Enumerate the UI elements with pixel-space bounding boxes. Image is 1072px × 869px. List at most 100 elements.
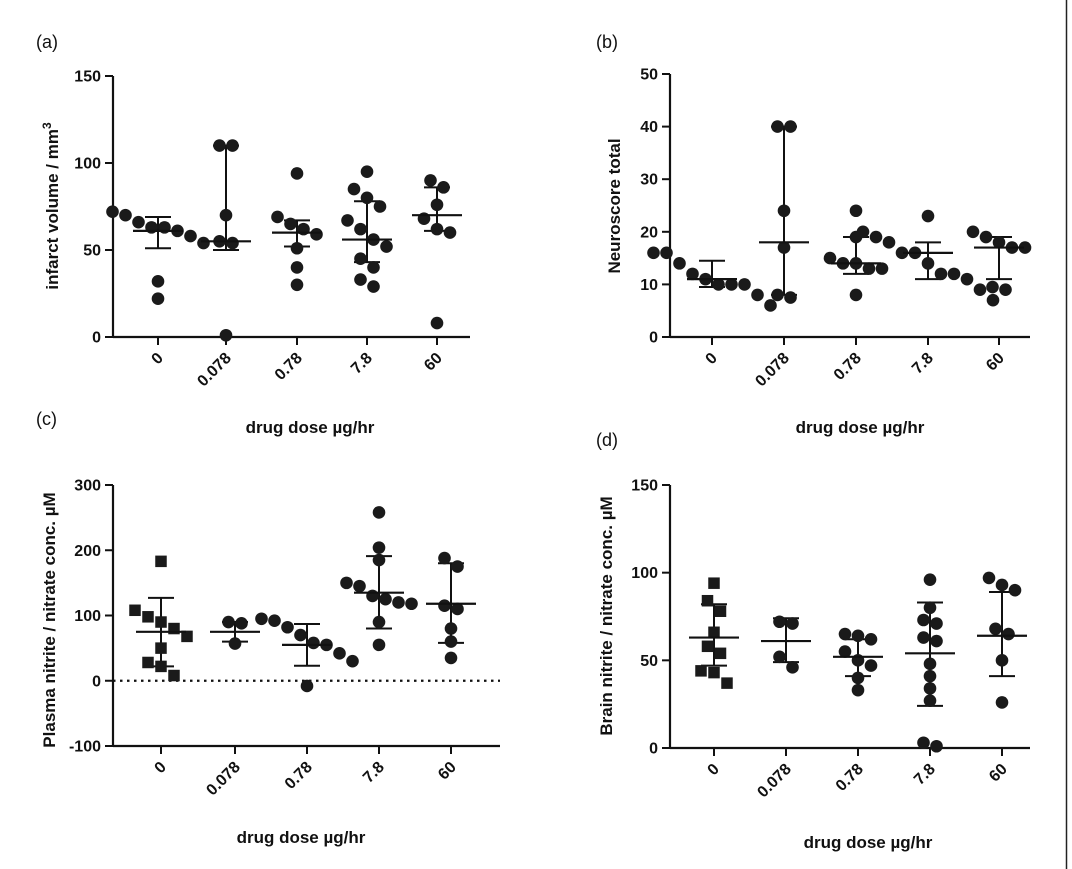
panel-a-point-3-11 xyxy=(367,280,380,293)
panel-b-point-1-4 xyxy=(771,288,784,302)
panel-d-point-3-8 xyxy=(923,682,937,695)
panel-a-point-4-4 xyxy=(430,222,444,236)
panel-b-ylabel: Neuroscore total xyxy=(605,138,624,273)
panel-d-point-3-5 xyxy=(930,634,943,648)
panel-c-ylabel-text: Plasma nitrite / nitrate conc. µM xyxy=(40,492,59,747)
panel-a-point-1-4 xyxy=(226,236,239,250)
panel-b-point-3-4 xyxy=(895,246,909,260)
panel-d-point-0-3 xyxy=(708,626,720,639)
panel-a-point-4-1 xyxy=(437,181,450,194)
panel-c-point-0-3 xyxy=(155,616,167,628)
panel-d-point-3-9 xyxy=(923,694,937,707)
panel-c-point-0-0 xyxy=(155,555,167,568)
panel-d-ylabel: Brain nitrite / nitrate conc. µM xyxy=(597,496,616,735)
panel-c-point-0-6 xyxy=(155,642,167,654)
panel-a-point-1-0 xyxy=(213,139,226,152)
panel-d-point-0-4 xyxy=(701,640,714,653)
panel-c-point-0-4 xyxy=(168,622,180,635)
panel-c-point-0-1 xyxy=(129,604,141,617)
panel-d-point-2-7 xyxy=(851,683,865,697)
panel-d-point-1-2 xyxy=(773,650,786,664)
panel-c-point-2-4 xyxy=(307,636,320,650)
panel-b-point-4-5 xyxy=(999,283,1012,296)
panel-b-point-1-2 xyxy=(777,204,791,218)
panel-a-point-0-6 xyxy=(184,229,197,243)
panel-d-y-tick-label-1: 50 xyxy=(640,653,658,670)
panel-b-point-0-3 xyxy=(686,267,699,281)
panel-c-xlabel: drug dose µg/hr xyxy=(237,828,366,847)
panel-d-ylabel-text: Brain nitrite / nitrate conc. µM xyxy=(597,496,616,735)
panel-c-point-0-8 xyxy=(155,660,167,673)
panel-c-point-1-2 xyxy=(228,637,242,650)
panel-a-point-4-2 xyxy=(430,198,444,212)
panel-a-letter: (a) xyxy=(36,32,58,52)
panel-a-point-0-7 xyxy=(197,236,210,250)
panel-b-point-3-9 xyxy=(960,272,974,286)
panel-c-y-tick-label-4: 300 xyxy=(74,478,101,495)
panel-b-point-2-5 xyxy=(862,262,876,275)
panel-d-point-3-2 xyxy=(917,613,930,627)
panel-c-point-4-3 xyxy=(451,602,464,616)
panel-a-point-4-5 xyxy=(443,226,457,239)
panel-d-point-4-1 xyxy=(995,578,1009,592)
panel-a-point-3-9 xyxy=(367,261,380,274)
panel-c-y-tick-label-2: 100 xyxy=(74,608,101,625)
panel-a-y-tick-label-1: 50 xyxy=(83,243,101,260)
panel-b-point-0-5 xyxy=(712,278,725,291)
panel-b-y-tick-label-3: 30 xyxy=(640,172,658,189)
panel-d-point-1-3 xyxy=(786,661,799,674)
panel-b-point-4-4 xyxy=(1018,241,1032,254)
panel-d-point-3-7 xyxy=(923,669,937,683)
panel-c-point-4-2 xyxy=(438,599,451,613)
panel-d-point-4-6 xyxy=(995,696,1009,709)
panel-c-point-0-9 xyxy=(168,669,180,682)
panel-b-point-2-0 xyxy=(849,204,863,218)
panel-d-point-4-2 xyxy=(1008,583,1022,597)
panel-d-letter: (d) xyxy=(596,430,618,450)
panel-a-y-tick-label-3: 150 xyxy=(74,69,101,86)
panel-b-y-tick-label-0: 0 xyxy=(649,330,658,347)
panel-a-point-3-10 xyxy=(354,273,367,286)
panel-c-point-4-6 xyxy=(444,651,458,665)
panel-d-point-4-5 xyxy=(995,654,1009,667)
panel-b-point-1-0 xyxy=(771,120,784,133)
panel-c-point-3-5 xyxy=(366,589,379,603)
panel-c-point-3-1 xyxy=(372,541,386,554)
panel-a-point-2-6 xyxy=(290,261,304,274)
panel-c-point-0-5 xyxy=(181,630,193,643)
panel-d-point-3-3 xyxy=(930,617,943,630)
panel-d-point-0-2 xyxy=(714,605,727,617)
panel-d-point-4-3 xyxy=(989,622,1002,636)
panel-d-point-0-5 xyxy=(714,647,727,660)
panel-a-point-2-0 xyxy=(290,167,304,180)
panel-d-point-1-0 xyxy=(773,615,786,629)
panel-a-ylabel-text: infarct volume / mm xyxy=(43,129,62,290)
panel-d-point-0-8 xyxy=(721,677,733,689)
panel-b-point-0-0 xyxy=(647,246,660,260)
panel-a-point-2-5 xyxy=(290,241,304,255)
panel-a-point-4-0 xyxy=(424,174,437,187)
panel-b-point-4-6 xyxy=(986,280,999,294)
panel-a-point-0-0 xyxy=(106,205,119,219)
panel-b-point-3-10 xyxy=(973,283,987,296)
panel-a-point-3-4 xyxy=(341,214,354,227)
panel-b-point-3-7 xyxy=(934,267,948,281)
panel-b-point-1-1 xyxy=(784,120,797,133)
panel-c-point-3-10 xyxy=(372,638,386,652)
panel-b-point-3-1 xyxy=(856,225,870,239)
panel-b-point-0-6 xyxy=(725,278,738,291)
panel-c-point-3-3 xyxy=(340,576,353,590)
panel-a-point-1-1 xyxy=(226,139,239,152)
panel-c-y-tick-label-1: 0 xyxy=(92,673,101,690)
panel-c-y-tick-label-3: 200 xyxy=(74,543,101,560)
panel-c-point-3-0 xyxy=(372,506,386,519)
panel-d-point-0-0 xyxy=(708,577,720,589)
panel-d-xlabel: drug dose µg/hr xyxy=(804,833,933,852)
panel-c-point-2-2 xyxy=(281,620,294,634)
panel-d-y-tick-label-0: 0 xyxy=(649,741,658,758)
panel-c-ylabel: Plasma nitrite / nitrate conc. µM xyxy=(40,492,59,747)
panel-d-point-2-5 xyxy=(864,659,878,672)
panel-a-point-2-2 xyxy=(284,217,297,231)
panel-c-point-3-7 xyxy=(392,596,405,609)
